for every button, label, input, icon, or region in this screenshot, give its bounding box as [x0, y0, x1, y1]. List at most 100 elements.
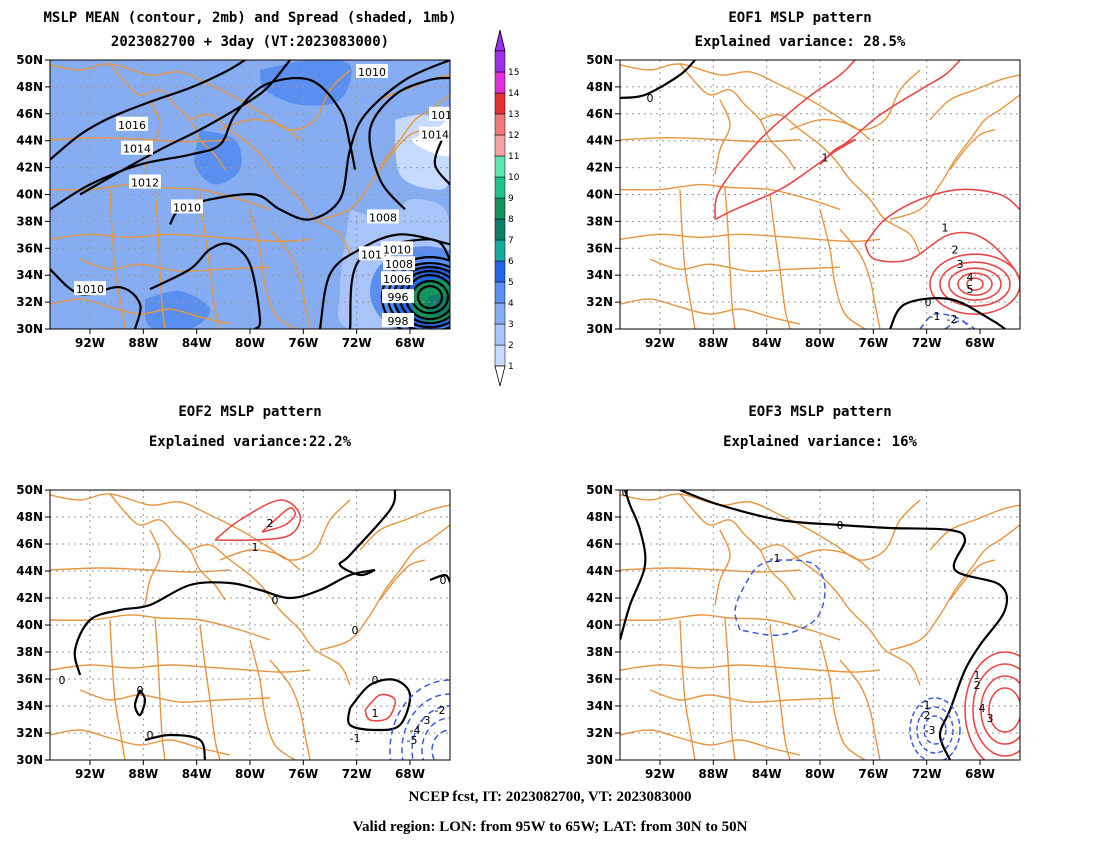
boundary-line	[154, 617, 166, 760]
contour-label-box	[129, 174, 161, 189]
boundary-line	[620, 729, 801, 756]
lat-tick-label: 36N	[16, 672, 43, 686]
negative-contour	[923, 715, 947, 745]
contour-label-box	[419, 126, 450, 141]
contour-label: 3	[987, 712, 994, 725]
boundary-line	[759, 543, 921, 686]
contour-label: 1014	[123, 143, 151, 156]
lon-tick-label: 88W	[698, 767, 728, 781]
contour-label: 3	[957, 258, 964, 271]
contour-label-box	[381, 271, 413, 286]
boundary-line	[714, 99, 731, 175]
lat-tick-label: 42N	[586, 161, 613, 175]
zero-contour	[679, 490, 1009, 760]
boundary-line	[620, 137, 801, 143]
contour-label: -3	[420, 714, 431, 727]
contour-label: 1014	[421, 129, 449, 142]
colorbar-label: 1	[508, 362, 514, 372]
eof3-panel-title: EOF3 MSLP pattern	[748, 404, 892, 420]
lat-tick-label: 42N	[16, 161, 43, 175]
lon-tick-label: 84W	[752, 767, 782, 781]
contour-label: 2	[952, 243, 959, 256]
contour-label: 0	[837, 519, 844, 532]
contour-label: -2	[435, 704, 446, 717]
lat-tick-label: 40N	[586, 618, 613, 632]
contour-label: 1014	[431, 109, 459, 122]
positive-contour	[864, 188, 1020, 245]
colorbar-swatch	[494, 281, 506, 304]
contour-label: -1	[770, 552, 781, 565]
lat-tick-label: 40N	[586, 188, 613, 202]
positive-contour	[972, 663, 1020, 757]
lat-tick-label: 44N	[16, 134, 43, 148]
colorbar-swatch	[494, 176, 506, 199]
mean-plot-area: 1010101610141012101010081010101210141014…	[50, 60, 459, 329]
colorbar-swatch	[494, 71, 506, 94]
lon-tick-label: 84W	[752, 336, 782, 350]
isobar-line	[368, 76, 450, 211]
contour-label: 996	[388, 291, 409, 304]
boundary-line	[819, 209, 866, 329]
negative-contour	[401, 693, 450, 760]
colorbar-swatch	[494, 218, 506, 241]
negative-contour	[389, 679, 450, 760]
lon-tick-label: 92W	[645, 767, 675, 781]
lat-tick-label: 34N	[16, 699, 43, 713]
footer-forecast-info: NCEP fcst, IT: 2023082700, VT: 202308300…	[408, 789, 692, 805]
contour-label: -4	[410, 724, 421, 737]
lon-tick-label: 92W	[75, 336, 105, 350]
lat-tick-label: 32N	[16, 295, 43, 309]
lon-tick-label: 92W	[75, 767, 105, 781]
positive-contour	[819, 138, 856, 166]
contour-label: 1016	[118, 119, 146, 132]
zero-contour	[347, 678, 412, 732]
contour-label: 1008	[369, 211, 397, 224]
contour-label: 0	[137, 684, 144, 697]
boundary-line	[249, 639, 296, 760]
eof2-panel-subtitle: Explained variance:22.2%	[148, 434, 352, 450]
zero-contour	[73, 568, 376, 676]
lat-tick-label: 30N	[16, 322, 43, 336]
colorbar-swatch	[494, 134, 506, 157]
negative-contour	[919, 312, 971, 329]
boundary-line	[219, 118, 301, 141]
lat-tick-label: 48N	[16, 510, 43, 524]
positive-contour	[957, 272, 993, 296]
boundary-line	[379, 559, 426, 601]
colorbar-label: 10	[508, 173, 520, 183]
zero-contour	[133, 689, 147, 717]
lat-tick-label: 36N	[586, 241, 613, 255]
contour-label-box	[121, 140, 153, 155]
boundary-line	[889, 524, 1020, 651]
colorbar-label: 3	[508, 320, 514, 330]
lat-tick-label: 38N	[16, 214, 43, 228]
lat-tick-label: 48N	[586, 80, 613, 94]
lon-tick-label: 72W	[342, 336, 372, 350]
lat-tick-label: 34N	[16, 268, 43, 282]
lat-tick-label: 38N	[16, 645, 43, 659]
lon-tick-label: 84W	[182, 767, 212, 781]
boundary-line	[199, 624, 221, 760]
lat-tick-label: 32N	[586, 295, 613, 309]
positive-contour	[988, 687, 1020, 733]
boundary-line	[929, 74, 1020, 121]
contour-label-box	[74, 281, 106, 296]
boundary-line	[249, 209, 296, 329]
boundary-line	[269, 659, 311, 760]
colorbar-label: 2	[508, 341, 514, 351]
lat-tick-label: 40N	[16, 188, 43, 202]
boundary-line	[219, 549, 301, 571]
lon-tick-label: 68W	[395, 336, 425, 350]
boundary-line	[79, 258, 271, 273]
isobar-line	[149, 242, 262, 329]
lat-tick-label: 44N	[586, 564, 613, 578]
contour-label: 1	[372, 707, 379, 720]
colorbar-swatch	[494, 344, 506, 367]
colorbar-swatch	[494, 50, 506, 73]
contour-label: 0	[372, 674, 379, 687]
lon-tick-label: 72W	[912, 767, 942, 781]
colorbar-label: 8	[508, 215, 514, 225]
mean-contours: 1010101610141012101010081010101210141014…	[50, 60, 459, 329]
boundary-line	[714, 529, 731, 606]
boundary-line	[359, 504, 450, 551]
